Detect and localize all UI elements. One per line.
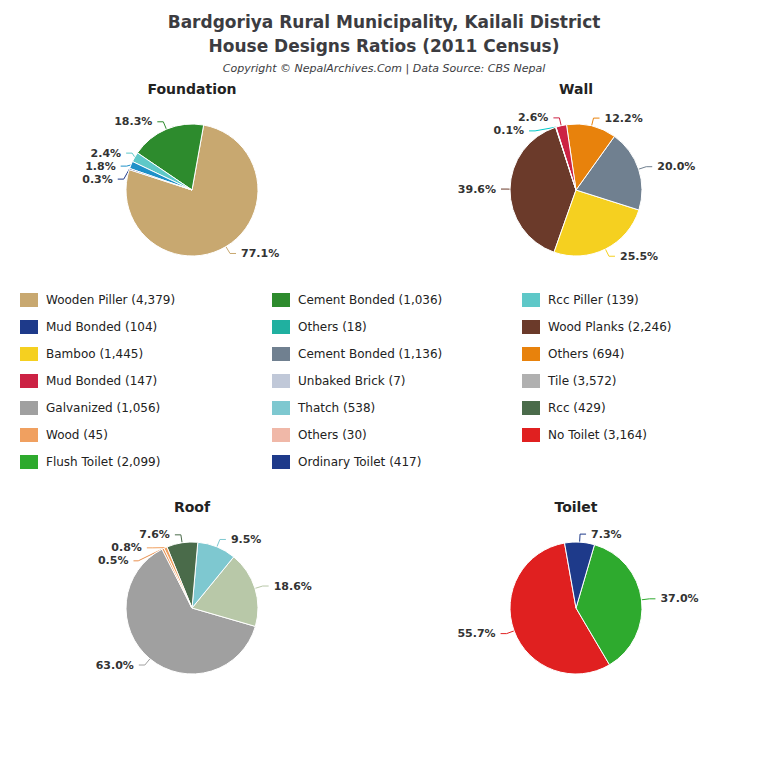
svg-text:18.6%: 18.6%: [274, 580, 312, 593]
svg-text:18.3%: 18.3%: [114, 115, 152, 128]
svg-text:0.3%: 0.3%: [82, 173, 113, 186]
svg-text:Cement Bonded (1,036): Cement Bonded (1,036): [298, 293, 442, 307]
svg-text:Others (30): Others (30): [298, 428, 367, 442]
svg-text:7.3%: 7.3%: [591, 528, 622, 541]
svg-text:Ordinary Toilet (417): Ordinary Toilet (417): [298, 455, 421, 469]
svg-text:0.5%: 0.5%: [98, 554, 129, 567]
svg-text:No Toilet (3,164): No Toilet (3,164): [548, 428, 647, 442]
svg-text:Tile (3,572): Tile (3,572): [547, 374, 617, 388]
svg-text:Wood Planks (2,246): Wood Planks (2,246): [548, 320, 672, 334]
svg-text:Roof: Roof: [174, 499, 211, 515]
svg-text:Bardgoriya Rural Municipality,: Bardgoriya Rural Municipality, Kailali D…: [168, 12, 601, 32]
svg-text:Wood (45): Wood (45): [46, 428, 108, 442]
svg-text:77.1%: 77.1%: [241, 247, 279, 260]
svg-text:63.0%: 63.0%: [96, 659, 134, 672]
svg-text:Galvanized (1,056): Galvanized (1,056): [46, 401, 160, 415]
svg-text:Others (18): Others (18): [298, 320, 367, 334]
svg-text:House Designs Ratios (2011 Cen: House Designs Ratios (2011 Census): [209, 36, 560, 56]
svg-text:Wooden Piller (4,379): Wooden Piller (4,379): [46, 293, 175, 307]
svg-text:37.0%: 37.0%: [660, 592, 698, 605]
svg-text:2.6%: 2.6%: [518, 111, 549, 124]
svg-text:25.5%: 25.5%: [620, 250, 658, 263]
svg-text:7.6%: 7.6%: [139, 528, 170, 541]
svg-text:Rcc Piller (139): Rcc Piller (139): [548, 293, 639, 307]
svg-text:Unbaked Brick (7): Unbaked Brick (7): [298, 374, 406, 388]
svg-text:Rcc (429): Rcc (429): [548, 401, 606, 415]
svg-text:Thatch (538): Thatch (538): [297, 401, 375, 415]
svg-text:Foundation: Foundation: [147, 81, 236, 97]
svg-text:2.4%: 2.4%: [91, 147, 122, 160]
svg-text:0.8%: 0.8%: [111, 541, 142, 554]
svg-text:0.1%: 0.1%: [494, 124, 525, 137]
svg-text:Wall: Wall: [559, 81, 593, 97]
svg-text:9.5%: 9.5%: [231, 533, 262, 546]
svg-text:Mud Bonded (147): Mud Bonded (147): [46, 374, 157, 388]
svg-text:12.2%: 12.2%: [605, 112, 643, 125]
svg-text:Mud Bonded (104): Mud Bonded (104): [46, 320, 157, 334]
svg-text:55.7%: 55.7%: [457, 627, 495, 640]
svg-text:Copyright © NepalArchives.Com: Copyright © NepalArchives.Com | Data Sou…: [223, 62, 545, 75]
svg-text:39.6%: 39.6%: [458, 183, 496, 196]
svg-text:Others (694): Others (694): [548, 347, 624, 361]
svg-text:Flush Toilet (2,099): Flush Toilet (2,099): [46, 455, 160, 469]
svg-text:1.8%: 1.8%: [85, 160, 116, 173]
svg-text:Toilet: Toilet: [554, 499, 597, 515]
svg-text:20.0%: 20.0%: [657, 160, 695, 173]
svg-text:Bamboo (1,445): Bamboo (1,445): [46, 347, 143, 361]
svg-text:Cement Bonded (1,136): Cement Bonded (1,136): [298, 347, 442, 361]
